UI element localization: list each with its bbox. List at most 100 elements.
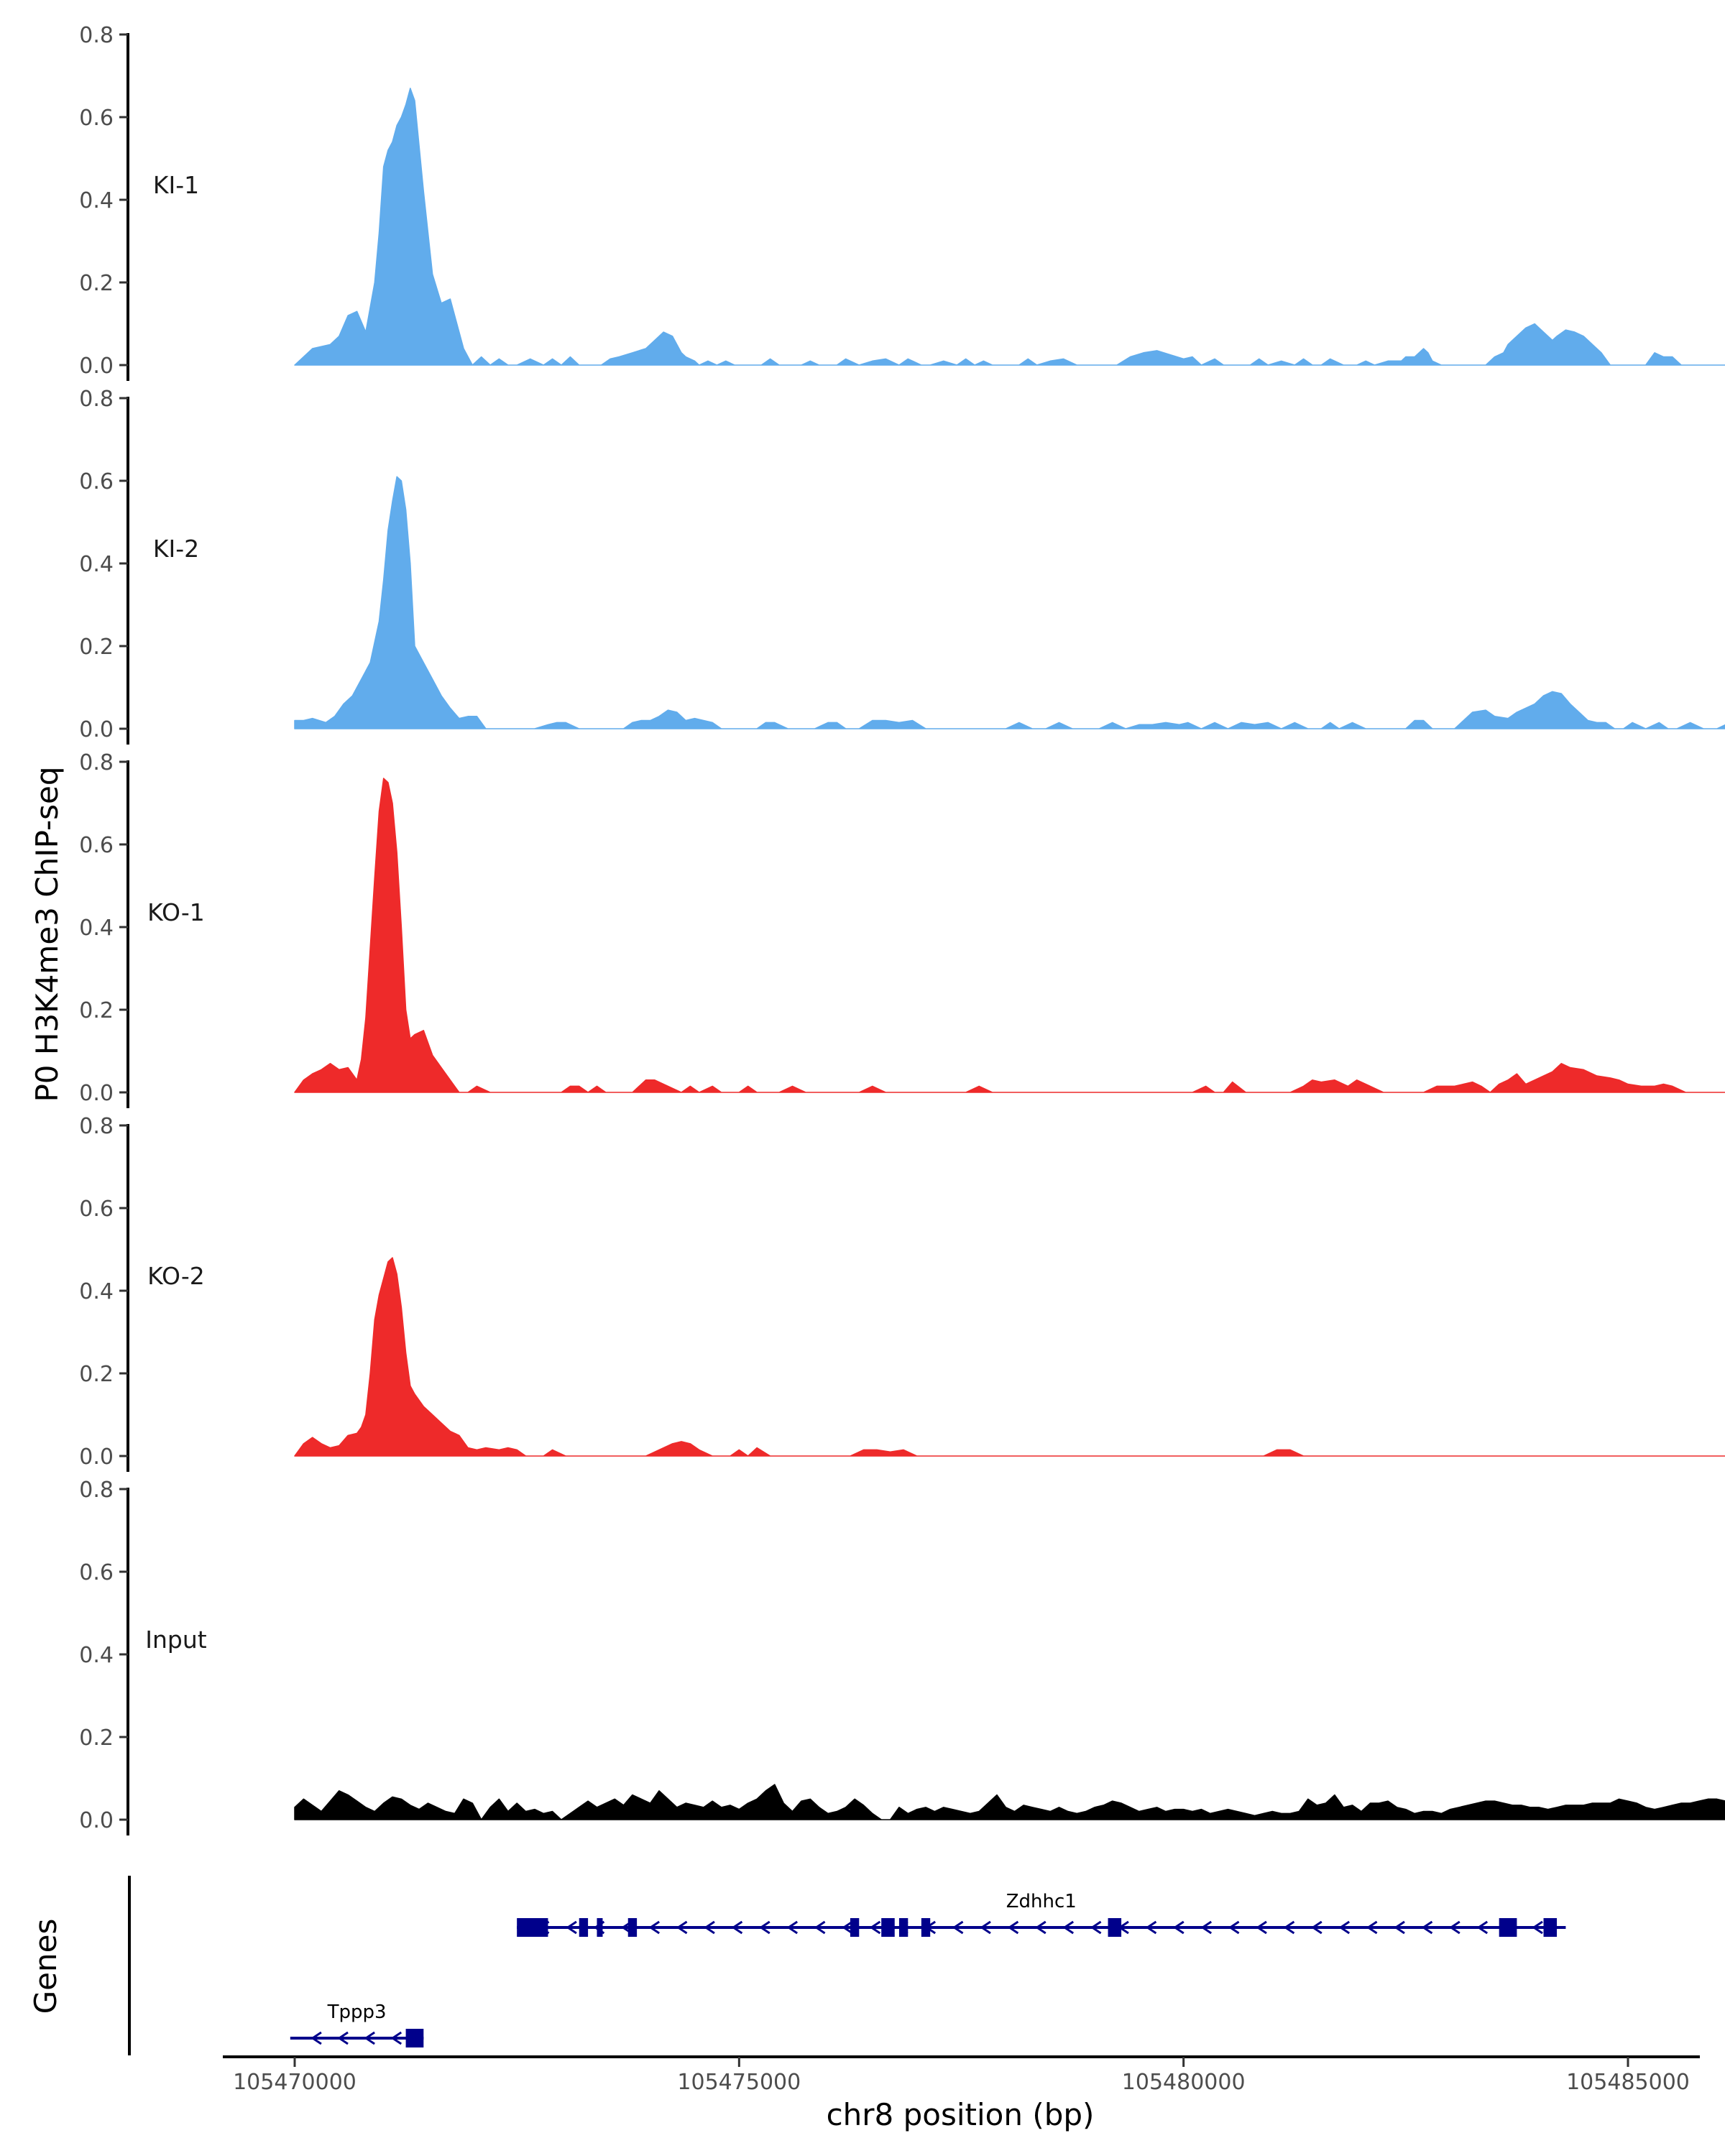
y-tick-label: 0.0	[79, 1808, 114, 1833]
y-tick-label: 0.8	[79, 1478, 114, 1503]
strand-arrow	[364, 2031, 375, 2045]
y-tick-label: 0.8	[79, 1114, 114, 1139]
gene-exon	[1499, 1918, 1517, 1937]
y-tick-label: 0.2	[79, 271, 114, 296]
signal-area	[294, 778, 1725, 1093]
gene-exon	[597, 1918, 603, 1937]
y-tick-label: 0.0	[79, 354, 114, 379]
strand-arrow	[952, 1920, 964, 1935]
y-tick-label: 0.2	[79, 1726, 114, 1751]
y-axis-title: P0 H3K4me3 ChIP-seq	[29, 766, 65, 1102]
strand-arrow	[1062, 1920, 1075, 1935]
gene-exon	[627, 1918, 638, 1937]
track-label: Input	[145, 1626, 207, 1654]
x-tick-label: 105480000	[1122, 2070, 1246, 2095]
x-tick-label: 105485000	[1566, 2070, 1690, 2095]
track-ki-2: 0.0 0.2 0.4 0.6 0.8 KI-2	[79, 387, 1725, 745]
strand-arrow	[676, 1920, 688, 1935]
y-tick-label: 0.4	[79, 188, 114, 213]
strand-arrow	[1394, 1920, 1405, 1935]
track-ki-1: 0.0 0.2 0.4 0.6 0.8 KI-1	[79, 23, 1725, 381]
strand-arrow	[759, 1920, 770, 1935]
gene-exon	[1543, 1918, 1558, 1937]
gene-exon	[1108, 1918, 1122, 1937]
x-tick-label: 105470000	[233, 2070, 356, 2095]
y-tick-label: 0.6	[79, 1560, 114, 1585]
strand-arrow	[1283, 1920, 1295, 1935]
signal-tracks: 0.00.20.40.60.8KI-10.00.20.40.60.8KI-20.…	[79, 23, 1725, 1835]
y-tick-label: 0.6	[79, 1197, 114, 1222]
gene-name-label: Tppp3	[327, 2001, 387, 2023]
gene-exon	[898, 1918, 908, 1937]
strand-arrow	[869, 1920, 881, 1935]
signal-area	[294, 88, 1725, 366]
y-tick-label: 0.8	[79, 23, 114, 48]
y-tick-label: 0.6	[79, 106, 114, 131]
y-tick-label: 0.0	[79, 717, 114, 742]
strand-arrow	[1200, 1920, 1213, 1935]
strand-arrow	[1173, 1920, 1184, 1935]
strand-arrow	[310, 2031, 322, 2045]
strand-arrow	[1421, 1920, 1433, 1935]
signal-area	[294, 1784, 1725, 1820]
track-ko-1: 0.0 0.2 0.4 0.6 0.8 KO-1	[79, 750, 1725, 1108]
y-tick-label: 0.4	[79, 552, 114, 577]
strand-arrow	[648, 1920, 661, 1935]
strand-arrow	[1449, 1920, 1460, 1935]
strand-arrow	[1228, 1920, 1240, 1935]
strand-arrow	[566, 1920, 577, 1935]
y-tick-label: 0.6	[79, 469, 114, 494]
strand-arrow	[1090, 1920, 1102, 1935]
strand-arrow	[980, 1920, 991, 1935]
strand-arrow	[1311, 1920, 1322, 1935]
y-tick-label: 0.2	[79, 1362, 114, 1387]
strand-arrow	[1338, 1920, 1351, 1935]
y-tick-label: 0.2	[79, 635, 114, 660]
strand-arrow	[704, 1920, 715, 1935]
y-tick-label: 0.6	[79, 833, 114, 858]
strand-arrow	[390, 2031, 402, 2045]
gene-exon	[405, 2029, 424, 2047]
strand-arrow	[1145, 1920, 1157, 1935]
strand-arrow	[1035, 1920, 1046, 1935]
track-label: KO-1	[147, 898, 205, 926]
x-axis-title: chr8 position (bp)	[827, 2097, 1095, 2132]
gene-exon	[517, 1918, 548, 1937]
strand-arrow	[1256, 1920, 1267, 1935]
strand-arrow	[842, 1920, 853, 1935]
y-tick-label: 0.4	[79, 1643, 114, 1668]
y-tick-label: 0.8	[79, 750, 114, 775]
track-ko-2: 0.0 0.2 0.4 0.6 0.8 KO-2	[79, 1114, 1725, 1472]
gene-exon	[881, 1918, 895, 1937]
gene-tppp3: Tppp3	[290, 2001, 424, 2047]
x-tick-label: 105475000	[677, 2070, 801, 2095]
track-input: 0.0 0.2 0.4 0.6 0.8 Input	[79, 1478, 1725, 1835]
y-tick-label: 0.4	[79, 1279, 114, 1304]
x-axis: 105470000 105475000 105480000 105485000	[223, 2055, 1700, 2095]
strand-arrow	[1532, 1920, 1543, 1935]
signal-area	[294, 476, 1725, 729]
gene-name-label: Zdhhc1	[1006, 1891, 1077, 1912]
y-tick-label: 0.0	[79, 1081, 114, 1106]
strand-arrow	[1366, 1920, 1378, 1935]
track-label: KI-1	[153, 171, 199, 199]
y-tick-label: 0.4	[79, 916, 114, 941]
track-label: KI-2	[153, 535, 199, 563]
genes-axis-title: Genes	[28, 1919, 63, 2014]
track-label: KO-2	[147, 1262, 205, 1290]
strand-arrow	[731, 1920, 743, 1935]
y-tick-label: 0.2	[79, 998, 114, 1023]
strand-arrow	[1007, 1920, 1019, 1935]
strand-arrow	[1476, 1920, 1489, 1935]
strand-arrow	[814, 1920, 826, 1935]
y-tick-label: 0.0	[79, 1445, 114, 1470]
strand-arrow	[786, 1920, 799, 1935]
gene-exon	[921, 1918, 931, 1937]
gene-zdhhc1: Zdhhc1	[517, 1891, 1566, 1937]
strand-arrow	[337, 2031, 349, 2045]
y-tick-label: 0.8	[79, 387, 114, 412]
signal-area	[294, 1257, 1725, 1457]
gene-exon	[579, 1918, 589, 1937]
